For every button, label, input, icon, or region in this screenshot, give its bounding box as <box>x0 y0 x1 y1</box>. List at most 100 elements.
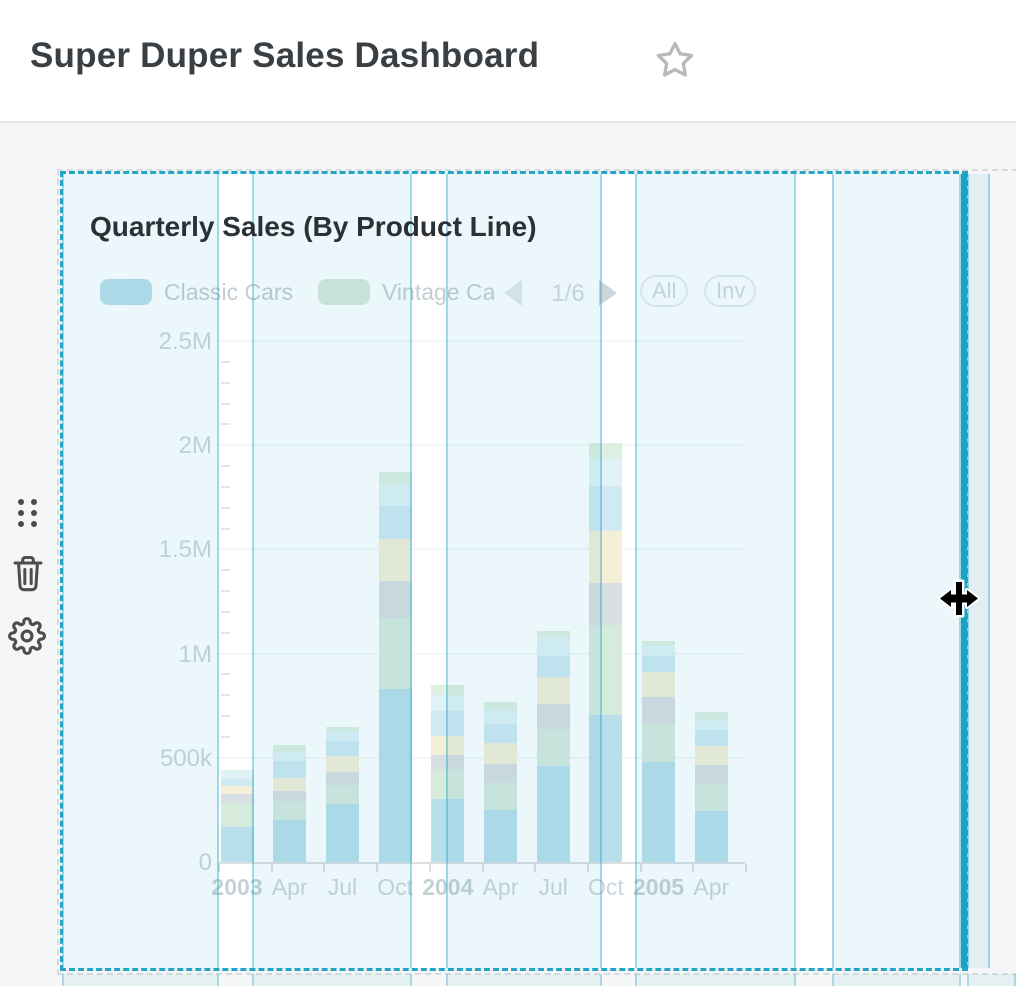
bar-segment-series-4 <box>589 530 623 583</box>
widget-resize-handle[interactable] <box>961 174 967 968</box>
x-tick-mark <box>323 864 326 872</box>
y-minor-tick <box>221 360 230 363</box>
grid-column-highlight <box>635 174 796 968</box>
bar-segment-series-4 <box>694 746 728 766</box>
y-minor-tick <box>221 381 230 384</box>
x-tick-label: Apr <box>271 874 308 900</box>
bar-segment-series-5 <box>378 505 412 539</box>
bar-segment-classic-cars <box>273 820 307 862</box>
x-tick-mark <box>534 864 537 872</box>
y-minor-tick <box>221 506 230 509</box>
bar-segment-series-3 <box>484 764 517 783</box>
drag-handle-icon <box>18 499 37 527</box>
chevron-right-icon[interactable] <box>599 280 617 306</box>
bar-segment-series-5 <box>694 729 728 747</box>
widget-original-footprint <box>57 169 1016 975</box>
bar-segment-series-5 <box>642 655 676 673</box>
grid-column-highlight-next-row <box>832 974 961 986</box>
bar-segment-series-5 <box>220 778 254 786</box>
bar-segment-series-6 <box>589 457 623 486</box>
x-tick-label: Jul <box>538 874 568 900</box>
bar-segment-vintage-ca <box>589 625 623 716</box>
gear-icon <box>8 617 46 655</box>
y-tick-label: 0 <box>198 849 212 876</box>
bar-segment-classic-cars <box>220 826 254 862</box>
favorite-button[interactable] <box>654 40 696 82</box>
legend-invert-button[interactable]: Inv <box>704 275 756 307</box>
bar-segment-vintage-ca <box>325 784 359 804</box>
y-minor-tick <box>221 465 230 468</box>
y-minor-tick <box>221 527 230 530</box>
grid-column-highlight <box>832 174 961 968</box>
bar-segment-series-3 <box>325 772 359 785</box>
bar-segment-vintage-ca <box>536 728 570 767</box>
grid-column-highlight <box>446 174 602 968</box>
x-tick-label: Jul <box>327 874 358 900</box>
y-minor-tick <box>221 715 230 718</box>
legend-label: Classic Cars <box>164 278 294 305</box>
y-tick-label: 2.5M <box>158 328 212 355</box>
grid-column-highlight-next-row <box>446 974 602 986</box>
bar-segment-series-7 <box>325 726 359 732</box>
y-minor-tick <box>221 485 230 488</box>
bar-segment-series-6 <box>536 636 570 656</box>
bar-segment-series-4 <box>431 735 465 755</box>
y-minor-tick <box>221 423 230 426</box>
bar-segment-series-5 <box>431 710 465 736</box>
bar-segment-series-3 <box>589 582 623 626</box>
x-tick-label: 2004 <box>422 874 474 900</box>
y-gridline <box>218 444 745 447</box>
bar-segment-series-3 <box>273 791 307 801</box>
grid-column-highlight-next-row <box>967 974 1016 986</box>
bar-segment-series-6 <box>484 709 517 725</box>
x-tick-label: 2003 <box>211 874 263 900</box>
bar-segment-vintage-ca <box>484 782 517 810</box>
legend-swatch <box>100 279 152 305</box>
y-minor-tick <box>221 590 230 593</box>
y-gridline <box>218 340 745 342</box>
legend-item-classic-cars[interactable]: Classic Cars <box>100 277 293 307</box>
bar-segment-vintage-ca <box>220 802 254 827</box>
bar-segment-series-5 <box>273 760 307 778</box>
grid-column-highlight-next-row <box>635 974 796 986</box>
x-axis-line <box>218 862 745 864</box>
x-tick-mark <box>428 864 431 872</box>
x-tick-label: Apr <box>693 874 730 900</box>
x-tick-mark <box>586 864 589 872</box>
bar-segment-series-7 <box>536 630 570 637</box>
y-gridline <box>218 548 745 551</box>
bar-segment-series-5 <box>536 655 570 677</box>
dashboard-header: Super Duper Sales Dashboard <box>0 0 1016 123</box>
bar-segment-series-4 <box>220 785 254 795</box>
x-tick-label: 2005 <box>633 874 685 900</box>
bar-segment-series-4 <box>484 743 517 765</box>
legend-item-vintage-cars[interactable]: Vintage Ca <box>318 277 494 307</box>
grid-column-highlight-next-row <box>252 974 412 986</box>
widget-selection-border[interactable] <box>60 171 968 971</box>
legend-select-all-button[interactable]: All <box>640 275 688 307</box>
bar-segment-series-4 <box>642 672 676 698</box>
x-tick-mark <box>639 864 642 872</box>
chart-widget: Classic Cars Vintage Ca 1/6 All Inv 0 500… <box>62 174 966 968</box>
bar-segment-series-6 <box>378 484 412 506</box>
bar-segment-vintage-ca <box>694 783 728 811</box>
widget-settings-button[interactable] <box>8 616 46 659</box>
bar-segment-series-3 <box>694 765 728 784</box>
bar-segment-vintage-ca <box>431 769 465 800</box>
y-minor-tick <box>221 569 230 572</box>
bar-segment-series-6 <box>694 719 728 730</box>
grid-column-highlight <box>62 174 219 968</box>
bar-segment-series-6 <box>325 731 359 742</box>
grid-column-highlight <box>252 174 412 968</box>
x-tick-mark <box>481 864 484 872</box>
bar-segment-series-3 <box>220 794 254 803</box>
drag-handle[interactable] <box>15 497 41 532</box>
y-minor-tick <box>221 673 230 676</box>
chevron-left-icon[interactable] <box>504 280 522 306</box>
y-gridline <box>218 756 745 759</box>
x-tick-mark <box>218 864 220 872</box>
bar-segment-series-4 <box>273 777 307 792</box>
bar-segment-series-7 <box>694 711 728 720</box>
delete-widget-button[interactable] <box>10 553 46 596</box>
y-minor-tick <box>221 694 230 697</box>
